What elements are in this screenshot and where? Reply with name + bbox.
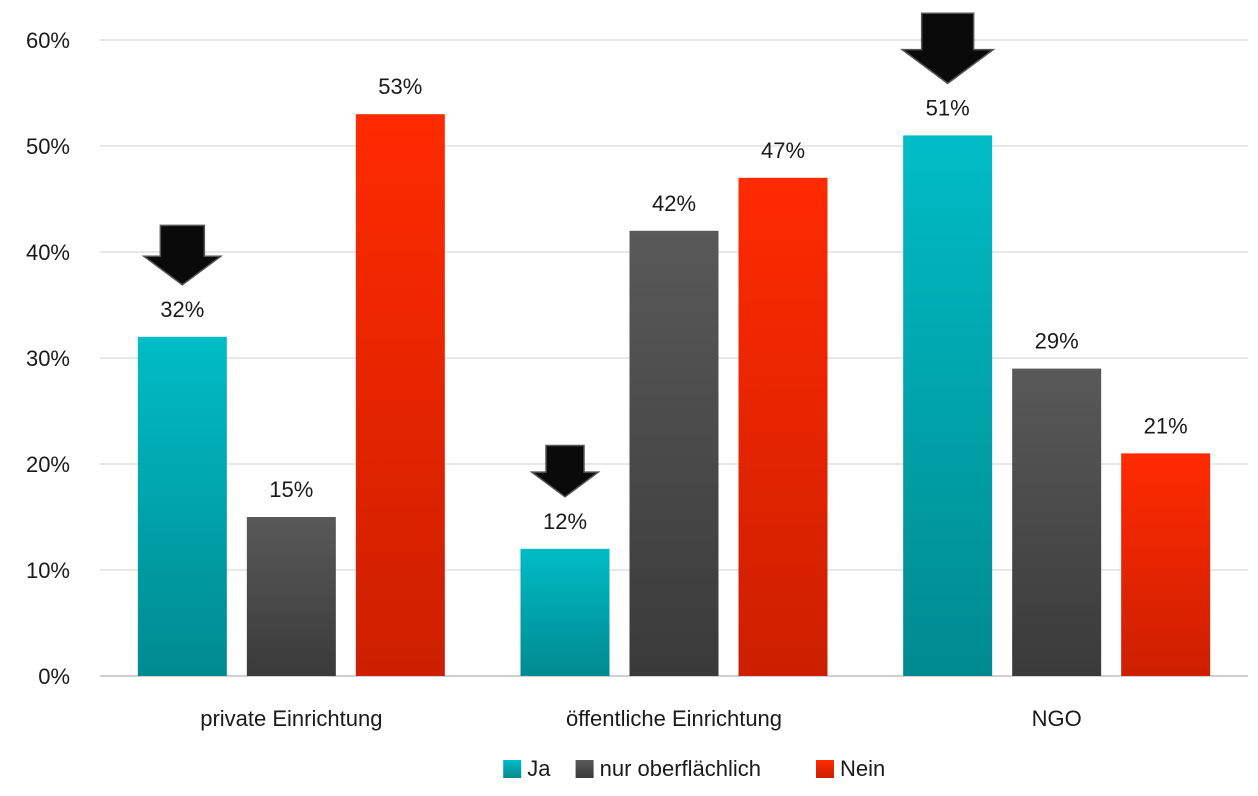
bar (246, 517, 336, 676)
data-label: 51% (926, 95, 970, 120)
bars (137, 114, 1211, 677)
x-category-label: öffentliche Einrichtung (566, 706, 782, 731)
y-tick-label: 40% (26, 240, 70, 265)
down-arrow-icon (899, 12, 996, 85)
y-tick-label: 50% (26, 134, 70, 159)
bar (355, 114, 445, 676)
legend-label: Ja (527, 756, 551, 781)
data-labels: 32% 15% 53% 12% 42% 47% 51% 29% 21% (160, 74, 1187, 534)
bar (137, 336, 227, 676)
legend-swatch (503, 760, 522, 778)
down-arrow-icon (141, 224, 224, 286)
data-label: 42% (652, 191, 696, 216)
data-label: 53% (378, 74, 422, 99)
legend-label: Nein (840, 756, 885, 781)
y-tick-label: 10% (26, 558, 70, 583)
bar (520, 548, 610, 676)
data-label: 21% (1144, 413, 1188, 438)
bar (903, 135, 993, 676)
legend-label: nur oberflächlich (600, 756, 761, 781)
data-label: 15% (269, 477, 313, 502)
data-label: 12% (543, 509, 587, 534)
data-label: 32% (160, 297, 204, 322)
y-tick-label: 0% (38, 664, 70, 689)
x-axis-category-labels: private Einrichtung öffentliche Einrichtu… (200, 706, 1082, 731)
data-label: 47% (761, 138, 805, 163)
y-tick-label: 60% (26, 28, 70, 53)
data-label: 29% (1035, 329, 1079, 354)
legend-swatch (575, 760, 594, 778)
bar (629, 230, 719, 677)
bar (1012, 368, 1102, 676)
y-tick-label: 30% (26, 346, 70, 371)
x-category-label: private Einrichtung (200, 706, 382, 731)
down-arrow-icon (529, 444, 601, 498)
bar (1121, 453, 1211, 676)
x-category-label: NGO (1032, 706, 1082, 731)
y-axis-tick-labels: 0% 10% 20% 30% 40% 50% 60% (26, 28, 70, 689)
legend: Ja nur oberflächlich Nein (503, 756, 885, 781)
highlight-arrows (141, 12, 996, 498)
y-tick-label: 20% (26, 452, 70, 477)
bar (738, 177, 828, 677)
legend-swatch (816, 760, 834, 778)
